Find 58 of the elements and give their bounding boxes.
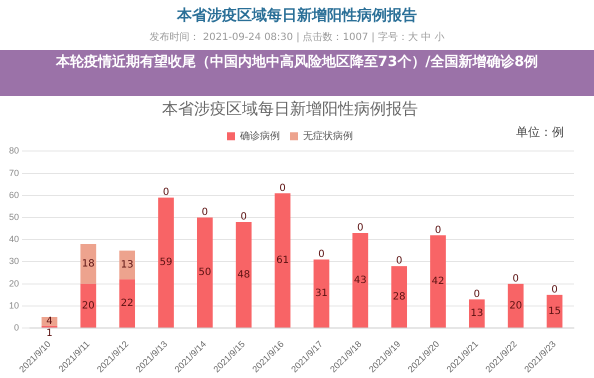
data-label: 4 xyxy=(46,316,53,328)
bar xyxy=(80,244,96,284)
y-tick-label: 20 xyxy=(8,278,20,288)
bar xyxy=(158,198,174,328)
text: 发布时间： 2021-09-24 08:30 | 点击数：1007 | 字号：大 中 小 xyxy=(148,30,446,44)
data-label: 31 xyxy=(315,288,328,300)
data-label: 28 xyxy=(392,291,406,302)
bar xyxy=(314,260,330,328)
data-label: 0 xyxy=(357,222,364,234)
data-label: 61 xyxy=(276,254,289,266)
bar xyxy=(352,232,368,328)
bar xyxy=(119,279,136,328)
y-tick-label: 80 xyxy=(8,146,20,156)
text: 本轮疫情近期有望收尾（中国内地中高风险地区降至73个）/全国新增确诊8例 xyxy=(0,50,594,96)
bar xyxy=(196,218,213,328)
data-label: 0 xyxy=(434,224,442,236)
data-label: 22 xyxy=(120,298,134,310)
data-label: 20 xyxy=(509,300,522,312)
data-label: 0 xyxy=(474,288,480,300)
data-label: 50 xyxy=(198,267,212,278)
bar xyxy=(274,193,290,328)
bar xyxy=(119,250,136,280)
data-label: 18 xyxy=(82,258,95,270)
y-tick-label: 10 xyxy=(8,300,20,310)
bar xyxy=(80,284,96,328)
data-label: 1 xyxy=(46,328,53,340)
data-label: 59 xyxy=(160,257,172,268)
y-tick-label: 30 xyxy=(8,256,20,266)
y-tick-label: 50 xyxy=(8,212,20,222)
data-label: 42 xyxy=(432,276,444,287)
data-label: 48 xyxy=(237,269,250,280)
bar xyxy=(430,235,446,328)
data-label: 20 xyxy=(82,300,95,312)
data-label: 0 xyxy=(240,212,247,223)
y-tick-label: 70 xyxy=(8,168,20,178)
bar xyxy=(508,284,524,328)
y-tick-label: 60 xyxy=(8,190,20,200)
text: 本省涉疫区域每日新增阳性病例报告 xyxy=(176,6,418,25)
legend-label: 无症状病例 xyxy=(303,130,353,142)
data-label: 0 xyxy=(512,273,519,284)
text: 单位：例 xyxy=(516,124,564,141)
bar xyxy=(391,266,408,328)
data-label: 13 xyxy=(470,308,484,320)
data-label: 15 xyxy=(548,306,561,317)
chart-title: 本省涉疫区域每日新增阳性病例报告 xyxy=(162,100,418,118)
data-label: 13 xyxy=(120,260,134,271)
bar xyxy=(546,294,562,328)
y-tick-label: 0 xyxy=(14,322,20,333)
data-label: 0 xyxy=(396,256,402,267)
data-label: 0 xyxy=(551,284,558,296)
bar xyxy=(236,222,252,328)
data-label: 43 xyxy=(354,274,367,286)
legend-label: 确诊病例 xyxy=(239,130,280,142)
y-tick-label: 40 xyxy=(8,234,20,244)
data-label: 0 xyxy=(162,187,170,198)
data-label: 0 xyxy=(318,249,325,260)
data-label: 0 xyxy=(279,182,286,194)
data-label: 0 xyxy=(202,207,208,218)
